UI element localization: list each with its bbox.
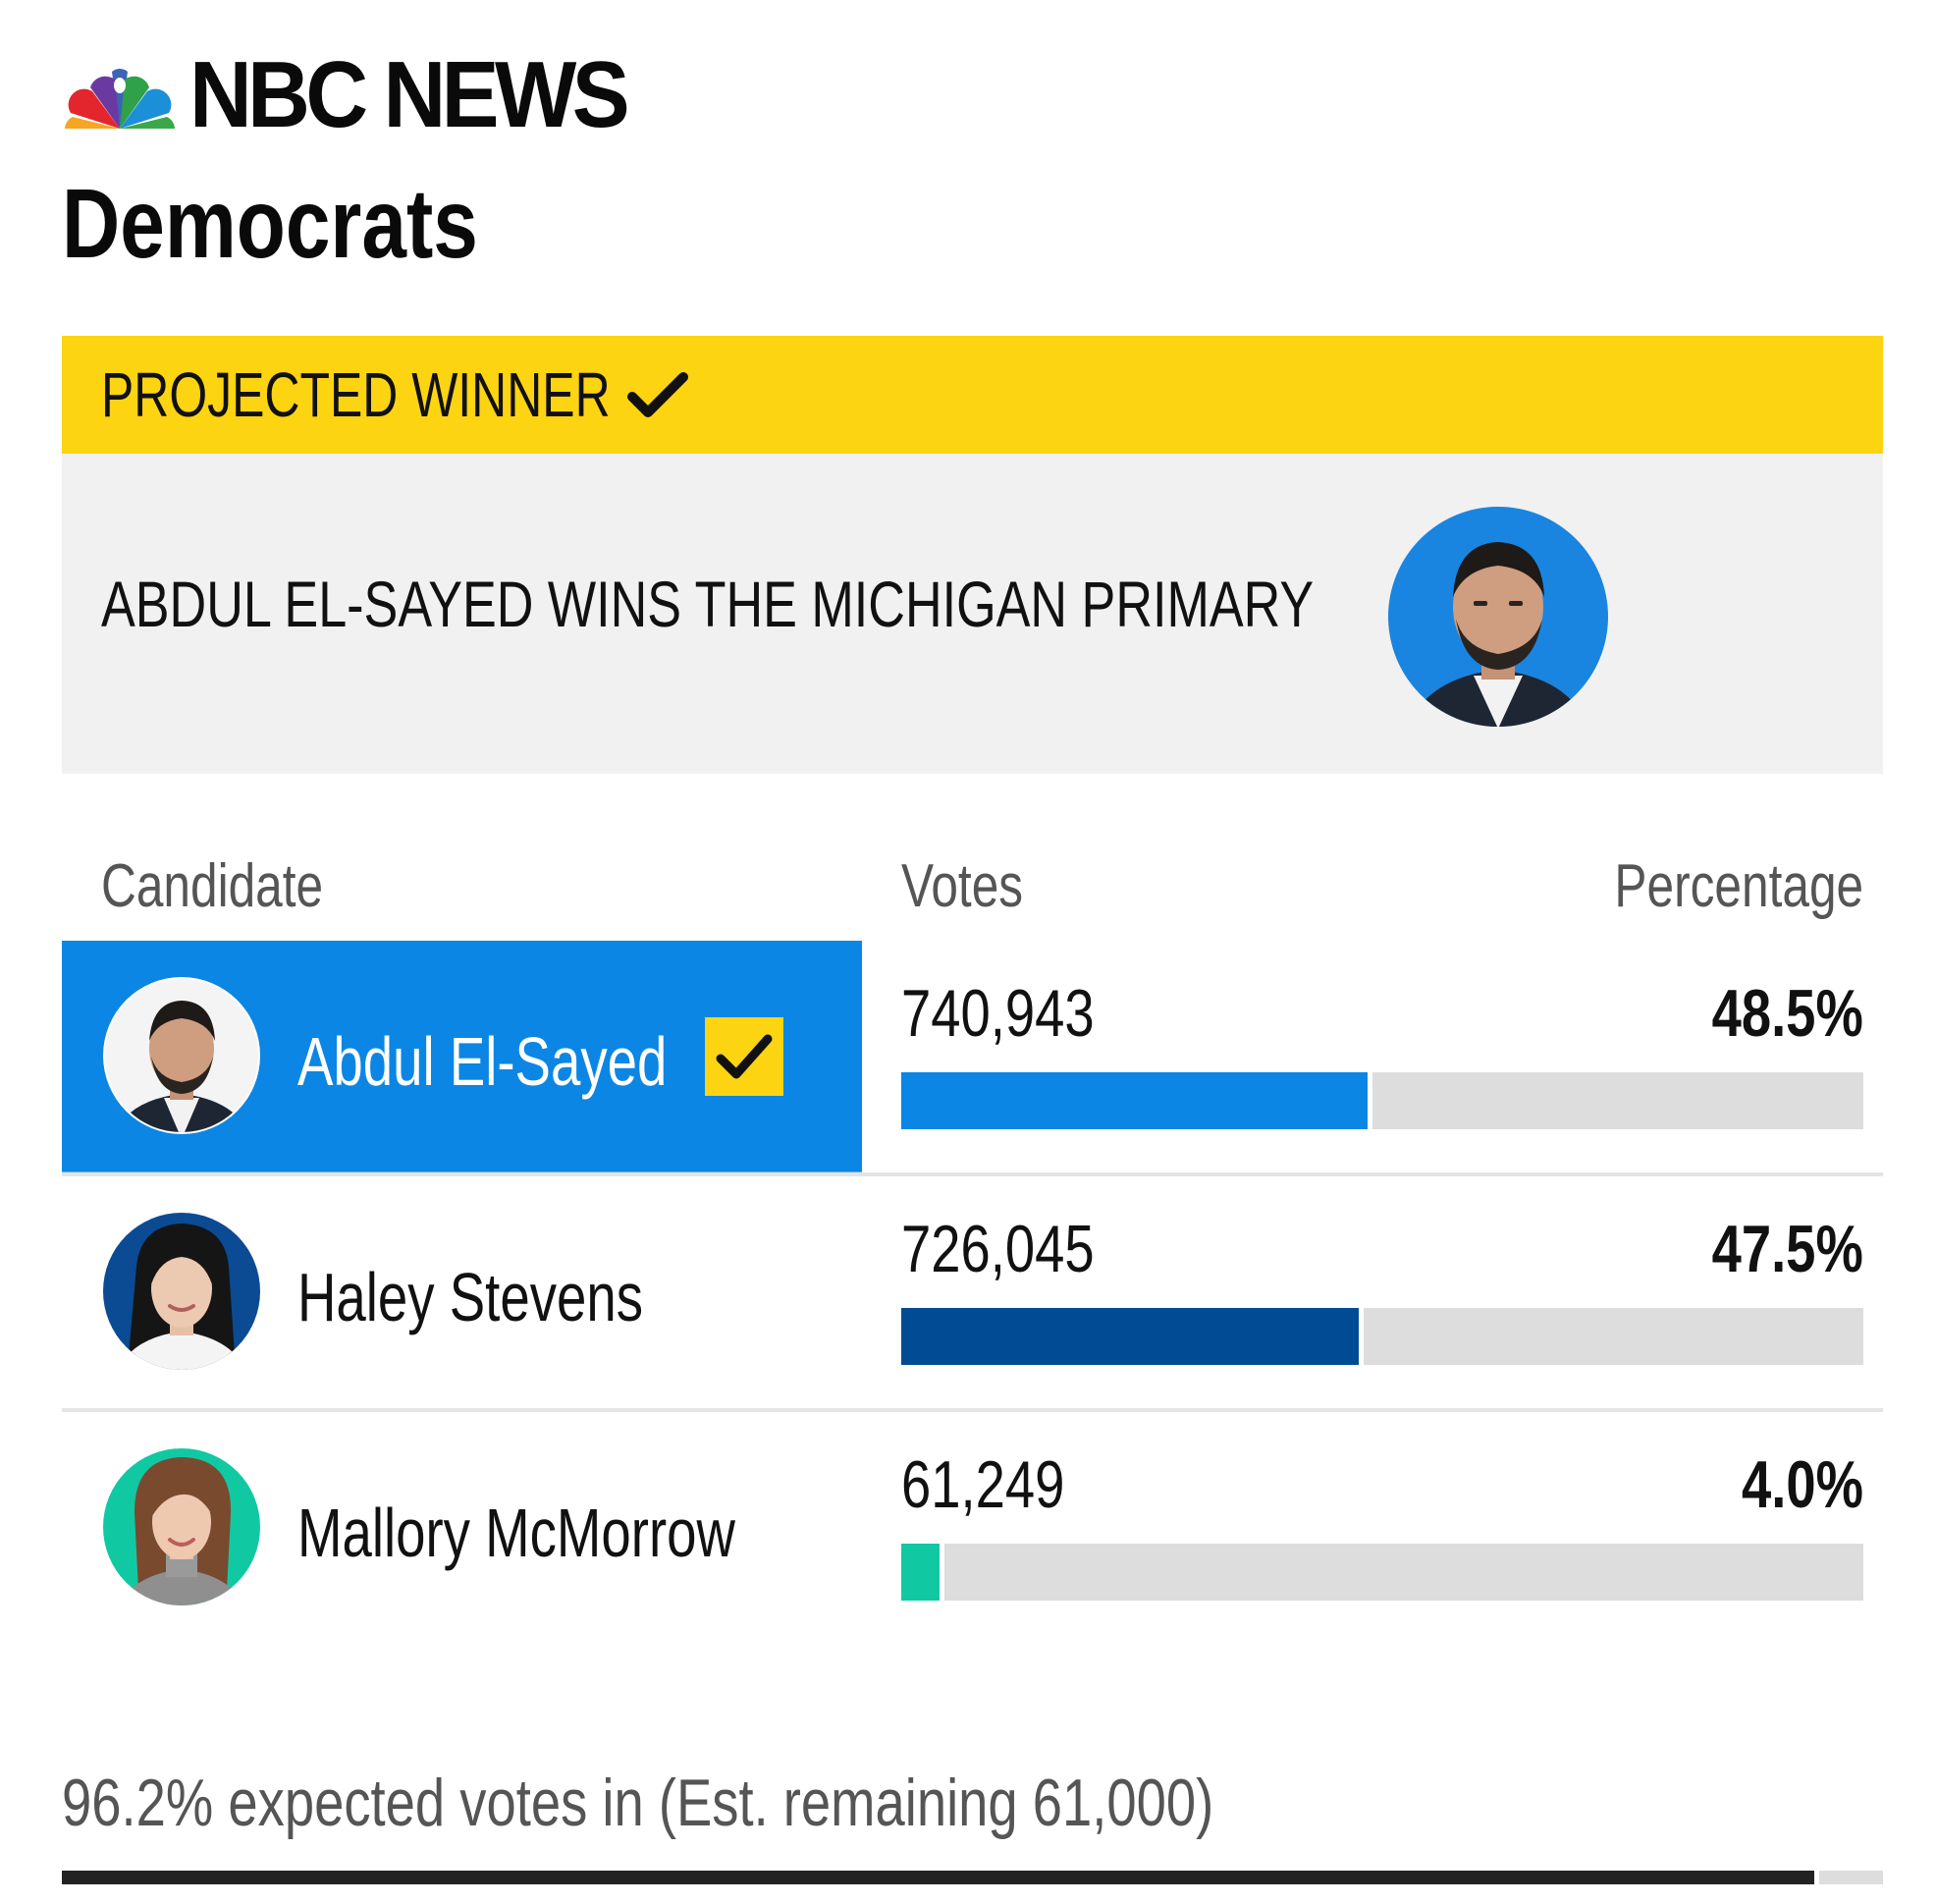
projected-winner-banner: PROJECTED WINNER <box>62 336 1883 454</box>
section-title: Democrats <box>62 169 478 279</box>
row-divider <box>62 1408 1883 1412</box>
checkmark-icon <box>716 1034 773 1079</box>
candidate-row[interactable]: Haley Stevens 726,045 47.5% <box>62 1176 1883 1412</box>
header-candidate: Candidate <box>101 852 324 920</box>
candidate-row[interactable]: Abdul El-Sayed 740,943 48.5% <box>62 941 1883 1176</box>
vote-share-bar <box>901 1308 1863 1365</box>
brand-name: NBC NEWS <box>189 42 630 147</box>
header-votes: Votes <box>901 852 1024 920</box>
candidate-name[interactable]: Abdul El-Sayed <box>297 1023 668 1100</box>
vote-share-bar <box>901 1072 1863 1129</box>
winner-headline: ABDUL EL-SAYED WINS THE MICHIGAN PRIMARY <box>101 568 1315 640</box>
projected-winner-panel: ABDUL EL-SAYED WINS THE MICHIGAN PRIMARY <box>62 454 1883 774</box>
candidate-name[interactable]: Haley Stevens <box>297 1259 644 1335</box>
row-divider <box>62 1172 1883 1176</box>
vote-share-fill <box>901 1308 1363 1365</box>
nbc-news-logo[interactable]: NBC NEWS <box>62 42 664 147</box>
candidate-photo-icon <box>1388 507 1608 727</box>
vote-count: 740,943 <box>901 976 1095 1051</box>
expected-votes-progress-fill <box>62 1871 1818 1884</box>
nbc-peacock-icon <box>65 68 175 129</box>
vote-share-fill <box>901 1544 945 1601</box>
vote-count: 61,249 <box>901 1447 1065 1522</box>
header-percentage: Percentage <box>1614 852 1863 920</box>
results-card: NBC NEWS Democrats PROJECTED WINNER ABDU… <box>62 0 1883 1904</box>
expected-votes-status: 96.2% expected votes in (Est. remaining … <box>62 1766 1214 1840</box>
winner-check-badge <box>705 1017 783 1096</box>
vote-share-fill <box>901 1072 1373 1129</box>
vote-share-bar <box>901 1544 1863 1601</box>
candidate-name[interactable]: Mallory McMorrow <box>297 1495 735 1571</box>
vote-count: 726,045 <box>901 1212 1095 1286</box>
candidate-photo-icon <box>103 1448 260 1605</box>
vote-percentage: 4.0% <box>1742 1447 1863 1522</box>
candidate-photo-icon <box>103 977 260 1134</box>
vote-percentage: 48.5% <box>1711 976 1863 1051</box>
expected-votes-progress-bar <box>62 1871 1883 1884</box>
candidate-row[interactable]: Mallory McMorrow 61,249 4.0% <box>62 1412 1883 1648</box>
candidate-photo-icon <box>103 1213 260 1370</box>
vote-percentage: 47.5% <box>1711 1212 1863 1286</box>
checkmark-icon <box>627 372 688 417</box>
projected-winner-label: PROJECTED WINNER <box>101 359 611 430</box>
